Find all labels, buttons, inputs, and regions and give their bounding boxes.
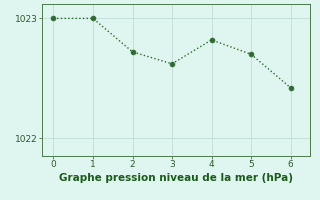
X-axis label: Graphe pression niveau de la mer (hPa): Graphe pression niveau de la mer (hPa) (59, 173, 293, 183)
